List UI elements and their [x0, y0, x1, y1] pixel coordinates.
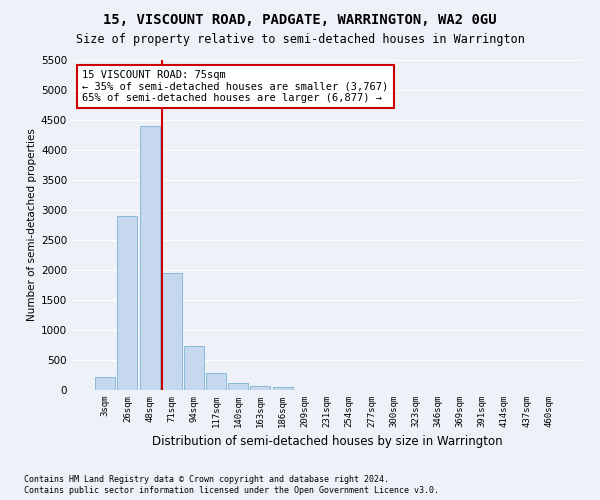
Bar: [95, 377, 115, 390]
Text: Contains public sector information licensed under the Open Government Licence v3: Contains public sector information licen…: [24, 486, 439, 495]
Text: 15, VISCOUNT ROAD, PADGATE, WARRINGTON, WA2 0GU: 15, VISCOUNT ROAD, PADGATE, WARRINGTON, …: [103, 12, 497, 26]
Bar: [184, 346, 204, 390]
Bar: [272, 386, 293, 390]
Text: Contains HM Land Registry data © Crown copyright and database right 2024.: Contains HM Land Registry data © Crown c…: [24, 475, 389, 484]
Bar: [118, 216, 137, 390]
Bar: [140, 126, 160, 390]
Bar: [250, 386, 271, 390]
Text: 15 VISCOUNT ROAD: 75sqm
← 35% of semi-detached houses are smaller (3,767)
65% of: 15 VISCOUNT ROAD: 75sqm ← 35% of semi-de…: [82, 70, 388, 103]
X-axis label: Distribution of semi-detached houses by size in Warrington: Distribution of semi-detached houses by …: [152, 436, 502, 448]
Bar: [206, 372, 226, 390]
Text: Size of property relative to semi-detached houses in Warrington: Size of property relative to semi-detach…: [76, 32, 524, 46]
Bar: [162, 273, 182, 390]
Y-axis label: Number of semi-detached properties: Number of semi-detached properties: [27, 128, 37, 322]
Bar: [228, 383, 248, 390]
